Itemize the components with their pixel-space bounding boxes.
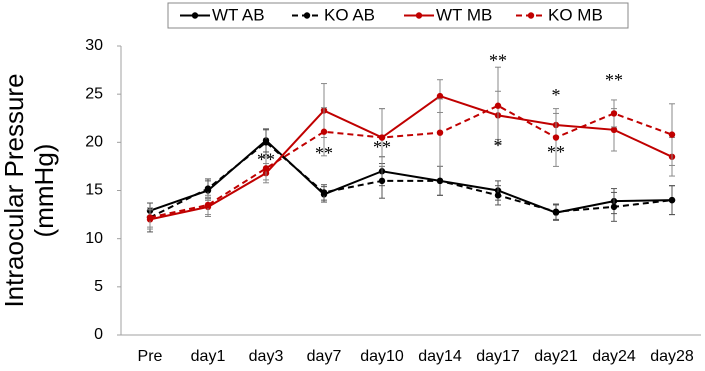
series-line xyxy=(149,139,673,214)
annotation: ** xyxy=(373,137,391,157)
x-tick-label: day24 xyxy=(592,348,636,365)
point xyxy=(436,177,444,185)
annotation: ** xyxy=(605,70,623,90)
legend-label: KO AB xyxy=(324,5,375,24)
point xyxy=(436,129,444,136)
point xyxy=(552,134,560,141)
x-tick-label: day10 xyxy=(360,348,404,365)
x-tick-label: day21 xyxy=(534,348,578,365)
annotation: ** xyxy=(547,142,565,162)
legend-marker xyxy=(303,12,311,19)
annotation: * xyxy=(494,135,503,155)
point xyxy=(610,126,618,134)
point xyxy=(320,189,328,196)
x-tick-label: day17 xyxy=(476,348,520,365)
annotation: ** xyxy=(489,51,507,71)
y-tick-label: 10 xyxy=(85,230,103,247)
point xyxy=(610,203,618,211)
point xyxy=(494,192,502,199)
annotation: * xyxy=(552,85,561,105)
point xyxy=(204,185,212,192)
point xyxy=(494,102,502,109)
legend-marker xyxy=(415,12,423,19)
x-tick-label: day7 xyxy=(307,348,342,365)
point xyxy=(262,165,270,172)
legend-box xyxy=(167,2,629,29)
y-tick-label: 0 xyxy=(94,326,103,343)
point xyxy=(146,214,154,221)
y-tick-label: 15 xyxy=(85,182,103,199)
legend-marker xyxy=(191,12,199,19)
series-line xyxy=(149,94,673,221)
point xyxy=(378,134,386,141)
point xyxy=(320,128,328,135)
point xyxy=(262,139,270,146)
y-tick-label: 30 xyxy=(85,37,103,54)
annotation: ** xyxy=(315,143,333,163)
y-tick-label: 25 xyxy=(85,85,103,102)
legend-marker xyxy=(527,12,535,19)
point xyxy=(668,196,676,204)
y-axis-label-line: Intraocular Pressure xyxy=(0,73,29,307)
point xyxy=(668,131,676,138)
x-tick-label: day3 xyxy=(249,348,284,365)
point xyxy=(610,110,618,117)
legend-label: WT MB xyxy=(436,5,492,24)
y-tick-label: 5 xyxy=(94,278,103,295)
point xyxy=(436,92,444,100)
legend-label: WT AB xyxy=(212,5,265,24)
x-tick-label: day1 xyxy=(191,348,226,365)
point xyxy=(552,208,560,215)
x-tick-label: Pre xyxy=(138,348,163,365)
point xyxy=(204,201,212,209)
y-axis-label: Intraocular Pressure(mmHg) xyxy=(0,73,59,307)
y-tick-label: 20 xyxy=(85,134,103,151)
point xyxy=(378,177,386,185)
x-tick-label: day14 xyxy=(418,348,462,365)
series-line xyxy=(149,141,673,219)
legend-label: KO MB xyxy=(548,5,603,24)
x-tick-label: day28 xyxy=(650,348,694,365)
annotation: ** xyxy=(257,150,275,170)
series-line xyxy=(149,104,673,219)
y-axis-label-line: (mmHg) xyxy=(29,144,59,238)
